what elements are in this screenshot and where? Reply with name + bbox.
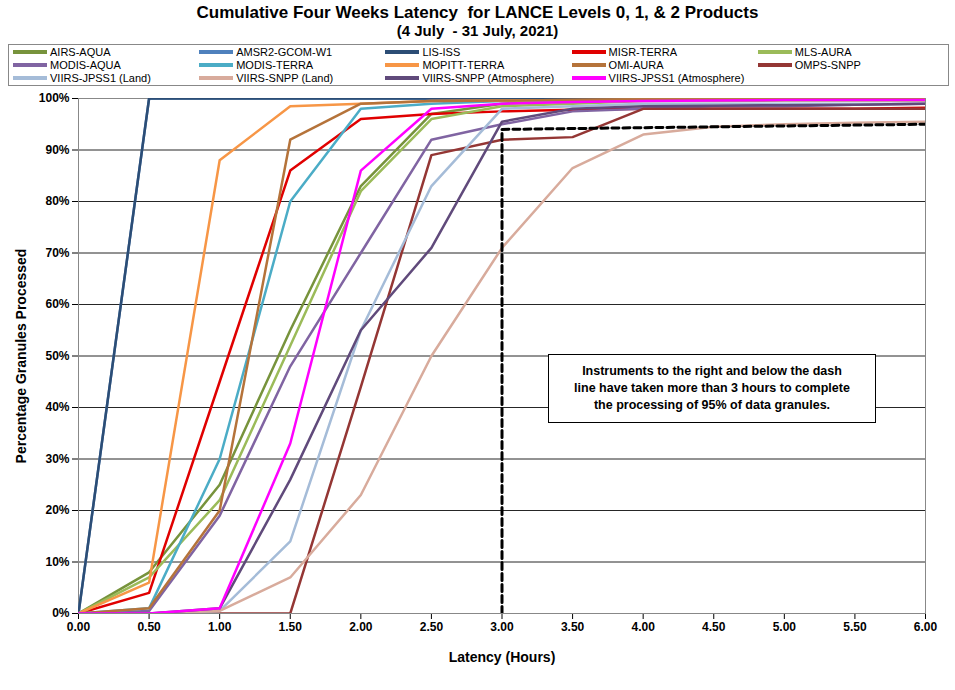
svg-text:0%: 0% bbox=[52, 606, 70, 620]
html-text:MOPITT-TERRA: MOPITT-TERRA bbox=[422, 59, 505, 71]
svg-text:2.00: 2.00 bbox=[349, 620, 373, 634]
html-text:VIIRS-JPSS1 (Land): VIIRS-JPSS1 (Land) bbox=[50, 72, 151, 84]
html-text:VIIRS-SNPP (Atmosphere): VIIRS-SNPP (Atmosphere) bbox=[422, 72, 555, 84]
svg-text:60%: 60% bbox=[45, 297, 69, 311]
svg-text:5.50: 5.50 bbox=[843, 620, 867, 634]
svg-text:1.00: 1.00 bbox=[208, 620, 232, 634]
svg-text:100%: 100% bbox=[39, 91, 70, 105]
svg-text:3.50: 3.50 bbox=[561, 620, 585, 634]
svg-text:10%: 10% bbox=[45, 555, 69, 569]
svg-text:20%: 20% bbox=[45, 503, 69, 517]
svg-text:3.00: 3.00 bbox=[490, 620, 514, 634]
svg-text:30%: 30% bbox=[45, 452, 69, 466]
svg-text:70%: 70% bbox=[45, 246, 69, 260]
svg-text:0.50: 0.50 bbox=[137, 620, 161, 634]
html-text:VIIRS-SNPP (Land): VIIRS-SNPP (Land) bbox=[236, 72, 334, 84]
svg-text:4.50: 4.50 bbox=[702, 620, 726, 634]
html-text:LIS-ISS: LIS-ISS bbox=[422, 46, 461, 58]
html-text:AMSR2-GCOM-W1: AMSR2-GCOM-W1 bbox=[236, 46, 333, 58]
html-text:(4 July - 31 July, 2021): (4 July - 31 July, 2021) bbox=[396, 22, 559, 39]
html-text:OMI-AURA: OMI-AURA bbox=[608, 59, 664, 71]
svg-text:4.00: 4.00 bbox=[631, 620, 655, 634]
html-text:MODIS-AQUA: MODIS-AQUA bbox=[50, 59, 121, 71]
html-text:OMPS-SNPP: OMPS-SNPP bbox=[794, 59, 861, 71]
html-text:MISR-TERRA: MISR-TERRA bbox=[608, 46, 677, 58]
html-text:MLS-AURA: MLS-AURA bbox=[794, 46, 852, 58]
svg-text:5.00: 5.00 bbox=[773, 620, 797, 634]
html-text:Cumulative Four Weeks Latency: Cumulative Four Weeks Latency for LANCE … bbox=[196, 3, 759, 22]
svg-text:2.50: 2.50 bbox=[420, 620, 444, 634]
svg-text:0.00: 0.00 bbox=[67, 620, 91, 634]
svg-text:40%: 40% bbox=[45, 400, 69, 414]
html-text:MODIS-TERRA: MODIS-TERRA bbox=[236, 59, 314, 71]
html-text:VIIRS-JPSS1 (Atmosphere): VIIRS-JPSS1 (Atmosphere) bbox=[608, 72, 745, 84]
svg-text:1.50: 1.50 bbox=[279, 620, 303, 634]
svg-text:6.00: 6.00 bbox=[914, 620, 938, 634]
svg-text:Latency (Hours): Latency (Hours) bbox=[449, 649, 556, 665]
svg-text:80%: 80% bbox=[45, 194, 69, 208]
html-text:Instruments to the right and b: Instruments to the right and below the d… bbox=[574, 364, 850, 412]
svg-text:90%: 90% bbox=[45, 143, 69, 157]
svg-text:50%: 50% bbox=[45, 349, 69, 363]
svg-text:Percentage Granules Processed: Percentage Granules Processed bbox=[13, 249, 29, 464]
html-text:AIRS-AQUA: AIRS-AQUA bbox=[50, 46, 111, 58]
